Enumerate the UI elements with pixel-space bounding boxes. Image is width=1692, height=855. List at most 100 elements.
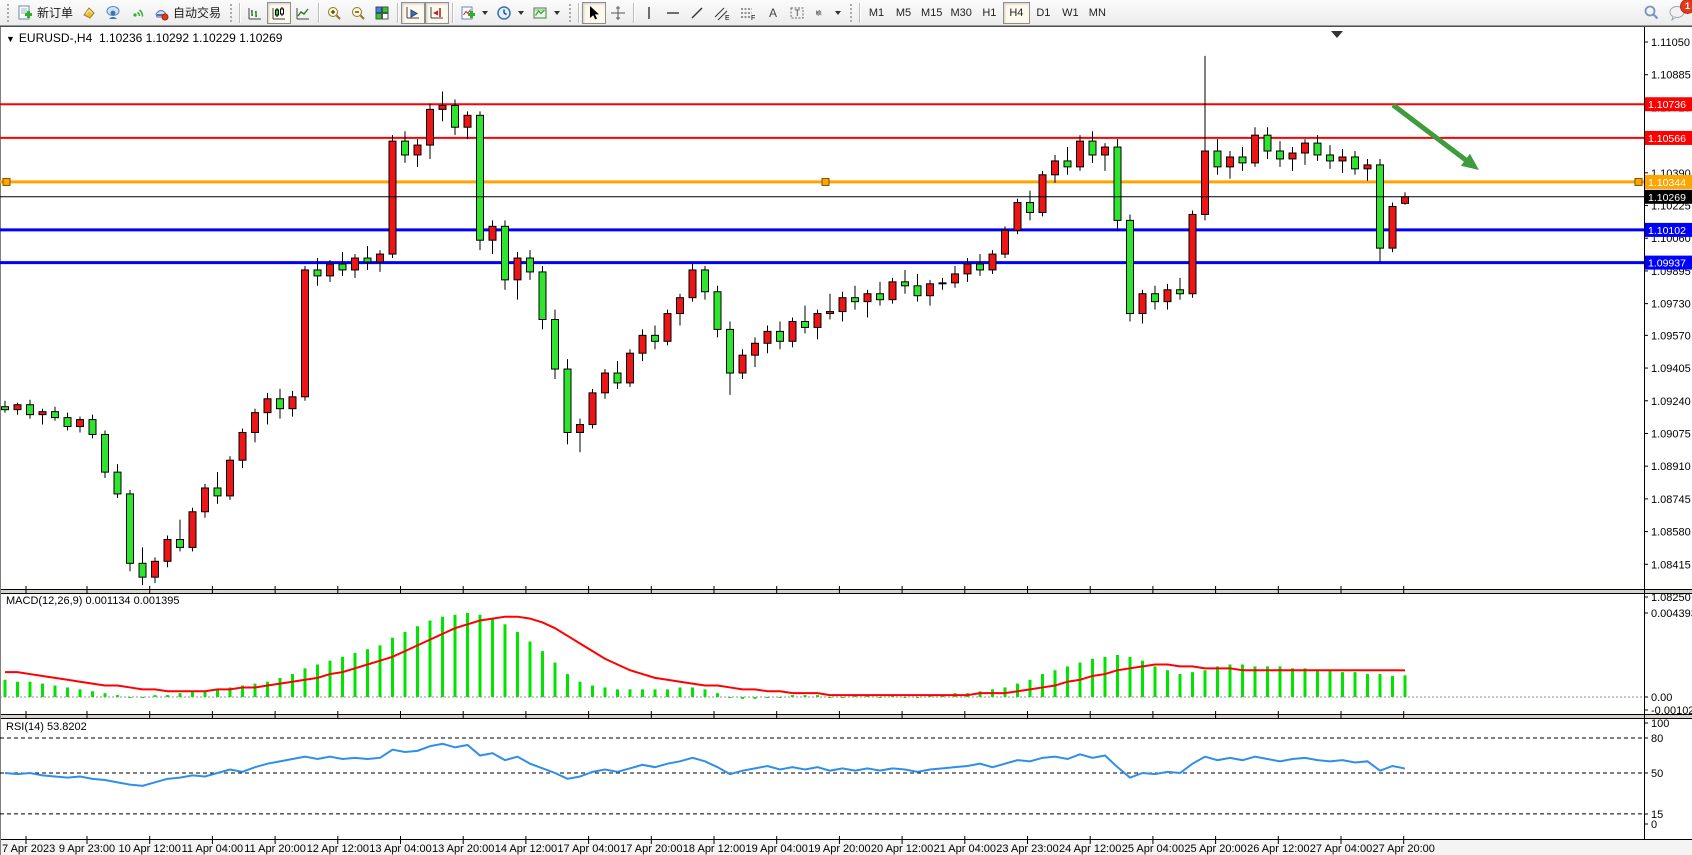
toolbar-grip[interactable] xyxy=(848,3,854,22)
candle-body xyxy=(601,372,609,394)
tab-timeframe-M5[interactable]: M5 xyxy=(895,6,912,19)
toolbar-grip[interactable] xyxy=(5,3,10,22)
pane-separator[interactable] xyxy=(0,715,1692,718)
hline-price-badge xyxy=(1645,97,1692,112)
candlestick-chart-button[interactable] xyxy=(267,1,292,24)
macd-histogram-bar xyxy=(703,689,707,697)
new-order-button[interactable]: 新订单 xyxy=(13,2,77,24)
candle-body xyxy=(801,320,809,328)
candle-body xyxy=(963,263,972,275)
macd-histogram-bar xyxy=(816,695,819,697)
bar-chart-button[interactable] xyxy=(243,2,267,24)
chart-shift-button[interactable] xyxy=(425,1,450,24)
macd-histogram-bar xyxy=(528,641,532,697)
macd-histogram-bar xyxy=(166,695,169,697)
equidistant-channel-icon: E xyxy=(713,5,731,21)
text-icon: A xyxy=(765,5,781,21)
tab-timeframe-H1[interactable]: H1 xyxy=(982,6,997,19)
tab-timeframe-M15[interactable]: M15 xyxy=(921,6,943,19)
svg-text:T: T xyxy=(795,8,801,18)
crosshair-tool-button[interactable] xyxy=(606,2,630,24)
macd-histogram-bar xyxy=(1091,658,1094,697)
candle-body xyxy=(1088,140,1097,156)
macd-histogram-bar xyxy=(916,697,919,698)
vertical-line-tool-button[interactable] xyxy=(637,2,661,24)
hline-price-badge-label: 1.10736 xyxy=(1648,99,1686,111)
profiles-button[interactable] xyxy=(77,2,101,24)
rsi-line xyxy=(4,742,1406,787)
community-button[interactable] xyxy=(101,2,125,24)
candle-body xyxy=(488,225,497,241)
template-icon xyxy=(532,5,548,21)
toolbar-separator xyxy=(397,2,399,23)
macd-histogram-bar xyxy=(678,687,682,697)
candle-body xyxy=(726,328,734,374)
hline-price-badge xyxy=(1645,130,1692,145)
chart-window: 1.110501.108851.107201.105551.103901.102… xyxy=(0,26,1692,855)
toolbar-grip[interactable] xyxy=(567,3,573,22)
autotrading-button[interactable]: 自动交易 xyxy=(149,2,225,24)
search-button[interactable] xyxy=(1639,2,1664,24)
toolbar-separator xyxy=(318,2,320,23)
text-tool-button[interactable]: A xyxy=(761,2,785,24)
tile-windows-button[interactable] xyxy=(370,2,394,24)
candle-body xyxy=(613,372,622,384)
line-selection-handle[interactable] xyxy=(821,177,830,186)
candle-body xyxy=(851,297,859,303)
candle-body xyxy=(826,311,834,315)
arrows-tool-button[interactable] xyxy=(809,2,845,24)
candle-body xyxy=(863,293,872,303)
autotrading-label: 自动交易 xyxy=(173,6,222,20)
tab-timeframe-M1[interactable]: M1 xyxy=(868,6,885,19)
chart-shift-icon xyxy=(429,5,445,21)
indicators-dropdown-caret xyxy=(482,10,489,15)
macd-histogram-bar xyxy=(1391,675,1394,697)
time-axis-label: 14 Apr 12:00 xyxy=(495,843,557,855)
tab-timeframe-H4[interactable]: H4 xyxy=(1002,1,1030,24)
line-selection-handle[interactable] xyxy=(2,177,11,186)
macd-histogram-bar xyxy=(1378,674,1382,697)
macd-histogram-bar xyxy=(1053,670,1057,697)
macd-histogram-bar xyxy=(1166,670,1169,697)
toolbar-grip[interactable] xyxy=(228,3,234,22)
macd-histogram-bar xyxy=(353,653,357,697)
tab-timeframe-D1[interactable]: D1 xyxy=(1036,6,1051,19)
tab-timeframe-W1[interactable]: W1 xyxy=(1062,6,1079,19)
pane-separator[interactable] xyxy=(0,590,1692,593)
time-axis-label: 17 Apr 20:00 xyxy=(620,843,682,855)
annotation-arrow-head[interactable] xyxy=(1460,153,1479,170)
chart-dropdown-icon[interactable]: ▼ xyxy=(6,34,15,44)
channel-tool-button[interactable]: E xyxy=(709,2,735,24)
cursor-tool-button[interactable] xyxy=(582,1,607,24)
periods-button[interactable] xyxy=(492,2,528,24)
line-selection-handle[interactable] xyxy=(1634,177,1643,186)
zoom-out-button[interactable] xyxy=(346,2,370,24)
indicators-icon xyxy=(460,5,476,21)
line-chart-button[interactable] xyxy=(291,2,315,24)
horizontal-line-tool-button[interactable] xyxy=(661,2,685,24)
macd-histogram-bar xyxy=(53,685,57,697)
templates-button[interactable] xyxy=(528,2,564,24)
candle-body xyxy=(1276,150,1284,160)
macd-histogram-bar xyxy=(841,697,844,698)
candle-body xyxy=(26,404,34,416)
tab-timeframe-M30[interactable]: M30 xyxy=(950,6,972,19)
chart-shift-marker[interactable] xyxy=(1331,31,1343,38)
macd-histogram-bar xyxy=(291,674,294,697)
candle-body xyxy=(151,560,159,578)
annotation-arrow-shaft[interactable] xyxy=(1391,103,1473,166)
chart-canvas[interactable]: 1.110501.108851.107201.105551.103901.102… xyxy=(0,27,1692,855)
indicators-button[interactable] xyxy=(456,2,492,24)
candle-body xyxy=(1351,156,1359,170)
tab-timeframe-MN[interactable]: MN xyxy=(1088,6,1106,19)
notifications-button[interactable]: 1 xyxy=(1664,0,1692,24)
text-label-tool-button[interactable]: T xyxy=(785,2,809,24)
price-axis-label: 1.09405 xyxy=(1651,363,1691,375)
fibonacci-tool-button[interactable]: F xyxy=(735,2,761,24)
trendline-tool-button[interactable] xyxy=(685,2,709,24)
macd-histogram-bar xyxy=(1341,672,1344,697)
auto-scroll-button[interactable] xyxy=(401,1,426,24)
signals-button[interactable] xyxy=(125,2,149,24)
zoom-in-button[interactable] xyxy=(322,2,346,24)
hline-price-badge xyxy=(1645,255,1692,270)
